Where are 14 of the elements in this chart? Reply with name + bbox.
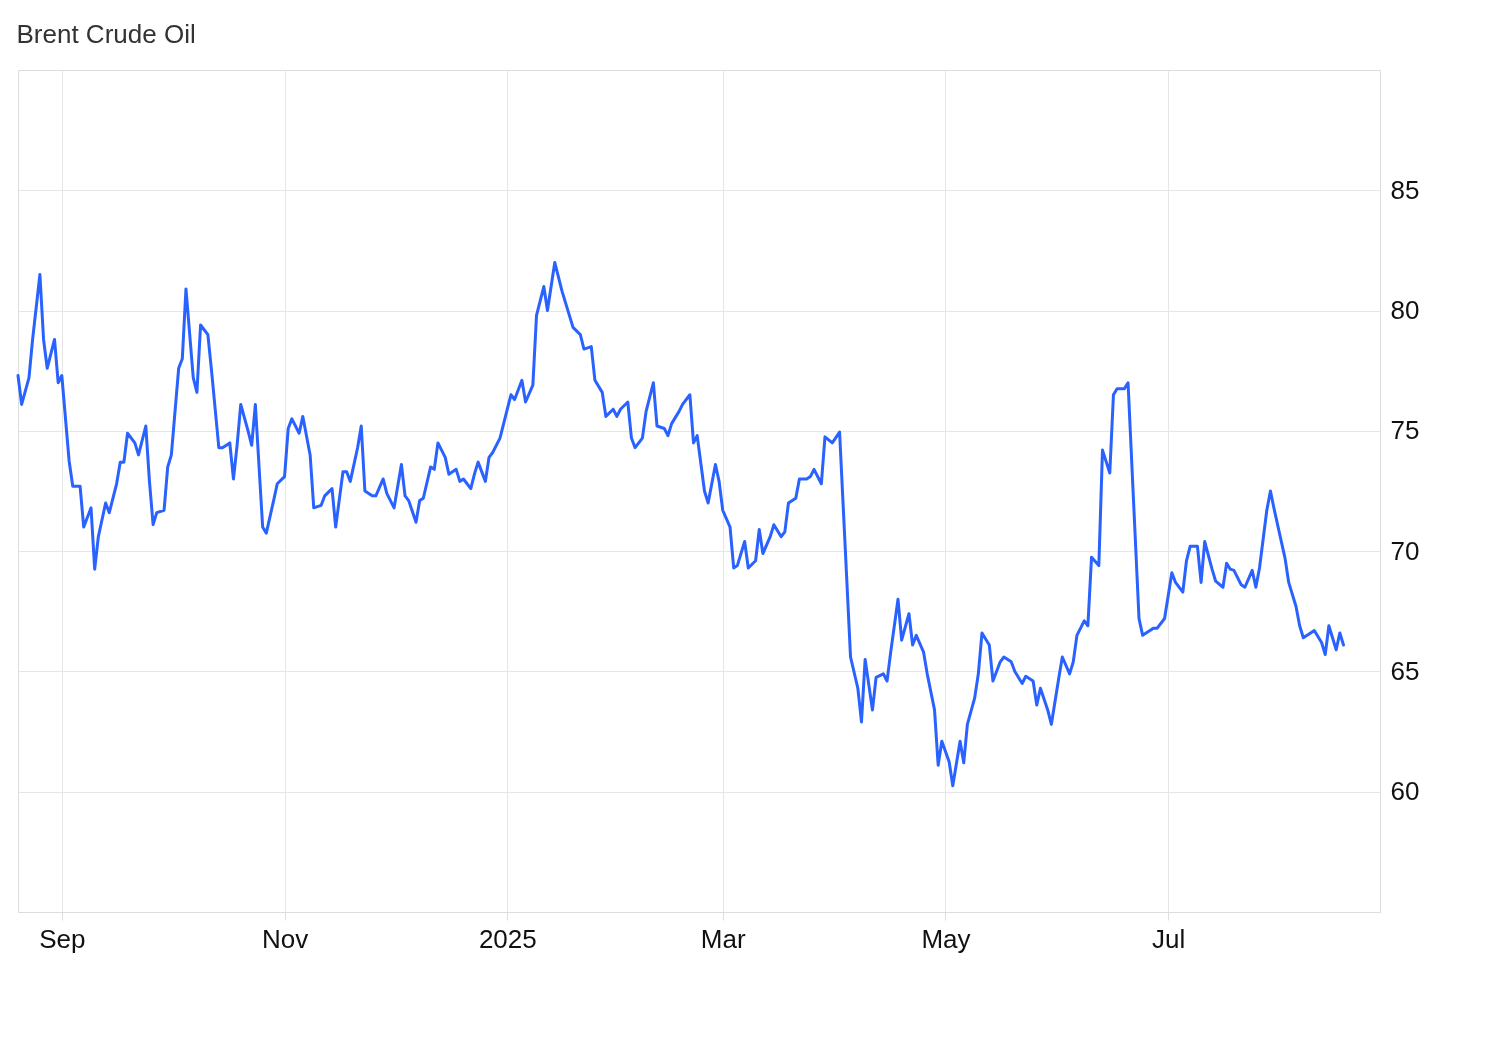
x-tick-label: Nov <box>261 923 309 954</box>
y-tick-label: 75 <box>1390 415 1420 446</box>
y-tick-label: 60 <box>1390 776 1420 807</box>
x-tick-label: Jul <box>1152 923 1186 954</box>
chart-title: Brent Crude Oil <box>16 19 196 49</box>
y-tick-label: 80 <box>1390 295 1420 326</box>
y-tick-label: 85 <box>1390 174 1420 205</box>
y-tick-label: 70 <box>1390 535 1420 566</box>
x-tick-label: May <box>921 923 971 954</box>
y-tick-label: 65 <box>1390 655 1420 686</box>
x-tick-label: Sep <box>39 923 86 954</box>
line-series <box>16 260 1345 788</box>
x-tick-label: 2025 <box>478 923 537 954</box>
x-tick-label: Mar <box>700 923 746 954</box>
